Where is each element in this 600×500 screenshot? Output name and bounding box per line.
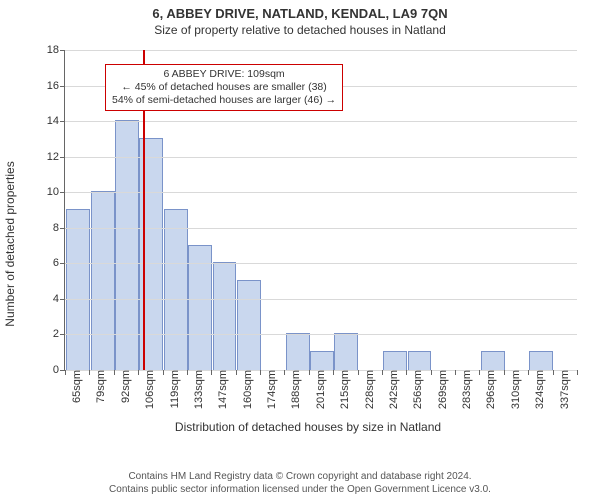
x-tick-mark: [577, 370, 578, 375]
x-tick-mark: [358, 370, 359, 375]
x-tick-label: 92sqm: [118, 370, 132, 403]
x-tick-label: 79sqm: [93, 370, 107, 403]
x-tick-mark: [236, 370, 237, 375]
y-tick-label: 10: [47, 186, 65, 198]
histogram-bar: [91, 191, 115, 370]
x-tick-label: 147sqm: [215, 370, 229, 409]
x-tick-label: 201sqm: [313, 370, 327, 409]
x-tick-mark: [65, 370, 66, 375]
y-tick-label: 16: [47, 80, 65, 92]
x-tick-label: 256sqm: [410, 370, 424, 409]
y-tick-label: 18: [47, 44, 65, 56]
x-tick-label: 283sqm: [459, 370, 473, 409]
histogram-bar: [529, 351, 553, 370]
x-tick-mark: [284, 370, 285, 375]
x-tick-label: 119sqm: [167, 370, 181, 408]
annotation-box: 6 ABBEY DRIVE: 109sqm← 45% of detached h…: [105, 64, 343, 111]
footer-line-1: Contains HM Land Registry data © Crown c…: [0, 471, 600, 484]
histogram-bar: [383, 351, 407, 370]
x-tick-label: 269sqm: [435, 370, 449, 409]
histogram-bar: [164, 209, 188, 370]
histogram-bar: [66, 209, 90, 370]
gridline: [65, 121, 577, 122]
x-tick-label: 296sqm: [483, 370, 497, 409]
annotation-line: 6 ABBEY DRIVE: 109sqm: [112, 68, 336, 81]
gridline: [65, 263, 577, 264]
x-tick-label: 228sqm: [362, 370, 376, 409]
x-axis-label: Distribution of detached houses by size …: [28, 420, 588, 434]
x-tick-mark: [138, 370, 139, 375]
x-tick-label: 242sqm: [386, 370, 400, 409]
histogram-bar: [408, 351, 432, 370]
x-tick-mark: [333, 370, 334, 375]
annotation-line: 54% of semi-detached houses are larger (…: [112, 94, 336, 107]
footer: Contains HM Land Registry data © Crown c…: [0, 471, 600, 496]
x-tick-mark: [504, 370, 505, 375]
x-tick-mark: [187, 370, 188, 375]
x-tick-mark: [163, 370, 164, 375]
gridline: [65, 299, 577, 300]
chart-outer: Number of detached properties 0246810121…: [28, 44, 588, 444]
histogram-bar: [310, 351, 334, 370]
gridline: [65, 157, 577, 158]
x-tick-mark: [382, 370, 383, 375]
x-tick-mark: [211, 370, 212, 375]
x-tick-mark: [260, 370, 261, 375]
x-tick-label: 160sqm: [240, 370, 254, 409]
x-tick-mark: [553, 370, 554, 375]
histogram-bar: [334, 333, 358, 370]
chart-title: 6, ABBEY DRIVE, NATLAND, KENDAL, LA9 7QN: [0, 0, 600, 21]
x-tick-label: 215sqm: [337, 370, 351, 409]
gridline: [65, 192, 577, 193]
y-tick-label: 6: [53, 257, 65, 269]
x-tick-mark: [114, 370, 115, 375]
y-tick-label: 2: [53, 328, 65, 340]
annotation-line: ← 45% of detached houses are smaller (38…: [112, 81, 336, 94]
plot-area: 02468101214161865sqm79sqm92sqm106sqm119s…: [64, 50, 577, 371]
y-tick-label: 0: [53, 364, 65, 376]
x-tick-label: 337sqm: [557, 370, 571, 409]
histogram-bar: [286, 333, 310, 370]
gridline: [65, 50, 577, 51]
x-tick-label: 133sqm: [191, 370, 205, 409]
x-tick-mark: [89, 370, 90, 375]
footer-line-2: Contains public sector information licen…: [0, 484, 600, 497]
x-tick-label: 310sqm: [508, 370, 522, 409]
y-tick-label: 4: [53, 293, 65, 305]
x-tick-mark: [528, 370, 529, 375]
chart-subtitle: Size of property relative to detached ho…: [0, 21, 600, 37]
histogram-bar: [481, 351, 505, 370]
x-tick-mark: [479, 370, 480, 375]
chart-container: 6, ABBEY DRIVE, NATLAND, KENDAL, LA9 7QN…: [0, 0, 600, 500]
x-tick-label: 324sqm: [532, 370, 546, 409]
y-tick-label: 8: [53, 222, 65, 234]
x-tick-label: 65sqm: [69, 370, 83, 403]
x-tick-label: 188sqm: [288, 370, 302, 409]
x-tick-mark: [309, 370, 310, 375]
gridline: [65, 334, 577, 335]
y-tick-label: 14: [47, 115, 65, 127]
x-tick-mark: [406, 370, 407, 375]
x-tick-mark: [431, 370, 432, 375]
x-tick-mark: [455, 370, 456, 375]
y-axis-label: Number of detached properties: [3, 161, 17, 326]
x-tick-label: 106sqm: [142, 370, 156, 409]
histogram-bar: [213, 262, 237, 370]
gridline: [65, 228, 577, 229]
histogram-bar: [237, 280, 261, 370]
x-tick-label: 174sqm: [264, 370, 278, 409]
y-tick-label: 12: [47, 151, 65, 163]
